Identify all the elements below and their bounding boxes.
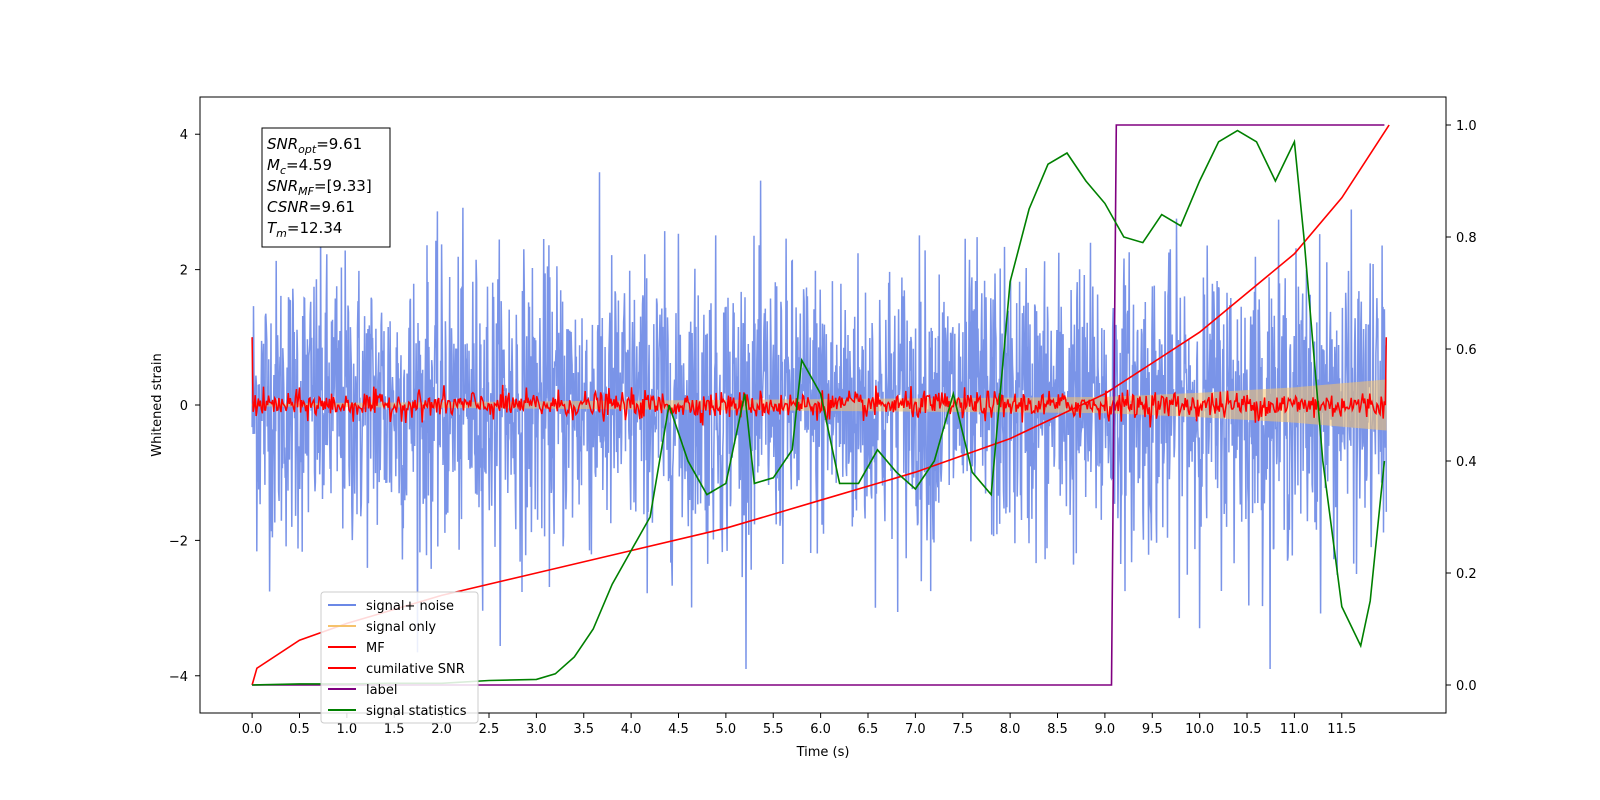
legend: signal+ noise signal only MF cumilative SNR… <box>320 591 479 724</box>
x-tick-label: 7.0 <box>905 722 926 737</box>
x-tick-label: 3.0 <box>526 722 547 737</box>
info-line: Mc=4.59 <box>267 156 332 177</box>
x-axis-label: Time (s) <box>796 745 850 760</box>
legend-label: cumilative SNR <box>366 662 465 677</box>
x-tick-label: 4.5 <box>668 722 689 737</box>
y2-tick-label: 0.6 <box>1456 343 1477 358</box>
x-tick-label: 1.5 <box>384 722 405 737</box>
legend-label: signal statistics <box>366 704 467 719</box>
x-tick-label: 9.0 <box>1095 722 1116 737</box>
x-tick-label: 10.5 <box>1233 722 1262 737</box>
y-tick-label: 2 <box>180 264 188 279</box>
series-mf <box>251 337 1388 428</box>
y2-axis: 0.0 0.2 0.4 0.6 0.8 1.0 <box>1446 119 1477 694</box>
legend-label: label <box>366 683 397 698</box>
legend-label: MF <box>366 641 385 656</box>
y-axis-label: Whitened strain <box>150 353 165 456</box>
y-tick-label: 0 <box>180 399 188 414</box>
x-tick-label: 0.5 <box>289 722 310 737</box>
x-tick-label: 9.5 <box>1142 722 1163 737</box>
x-tick-label: 2.0 <box>431 722 452 737</box>
y2-tick-label: 0.4 <box>1456 455 1477 470</box>
y-tick-label: 4 <box>180 128 188 143</box>
x-tick-label: 0.0 <box>242 722 263 737</box>
x-tick-label: 3.5 <box>573 722 594 737</box>
series-label <box>252 124 1385 686</box>
info-line: CSNR=9.61 <box>267 198 355 216</box>
y-tick-label: −4 <box>169 670 188 685</box>
y-tick-label: −2 <box>169 534 188 549</box>
info-line: Tm=12.34 <box>267 219 342 240</box>
x-tick-label: 6.0 <box>810 722 831 737</box>
info-line: SNRMF=[9.33] <box>267 177 372 198</box>
x-tick-label: 1.0 <box>337 722 358 737</box>
y2-tick-label: 1.0 <box>1456 119 1477 134</box>
legend-frame <box>320 591 479 724</box>
y2-tick-label: 0.0 <box>1456 679 1477 694</box>
x-axis: 0.0 0.5 1.0 1.5 2.0 2.5 3.0 3.5 4.0 4.5 5.0 5.5 6.0 6… <box>242 713 1356 737</box>
info-box-frame <box>261 127 391 248</box>
y2-tick-label: 0.2 <box>1456 567 1477 582</box>
y2-tick-label: 0.8 <box>1456 231 1477 246</box>
x-tick-label: 11.5 <box>1327 722 1356 737</box>
x-tick-label: 6.5 <box>858 722 879 737</box>
x-tick-label: 11.0 <box>1280 722 1309 737</box>
x-tick-label: 5.0 <box>716 722 737 737</box>
x-tick-label: 8.5 <box>1047 722 1068 737</box>
x-tick-label: 5.5 <box>763 722 784 737</box>
info-line: SNRopt=9.61 <box>267 135 362 156</box>
legend-label: signal+ noise <box>366 599 454 614</box>
x-tick-label: 2.5 <box>479 722 500 737</box>
x-tick-label: 8.0 <box>1000 722 1021 737</box>
x-tick-label: 10.0 <box>1185 722 1214 737</box>
y-axis: −4 −2 0 2 4 <box>169 128 200 685</box>
series-signal-statistics <box>252 129 1386 686</box>
legend-label: signal only <box>366 620 436 635</box>
x-tick-label: 4.0 <box>621 722 642 737</box>
x-tick-label: 7.5 <box>952 722 973 737</box>
